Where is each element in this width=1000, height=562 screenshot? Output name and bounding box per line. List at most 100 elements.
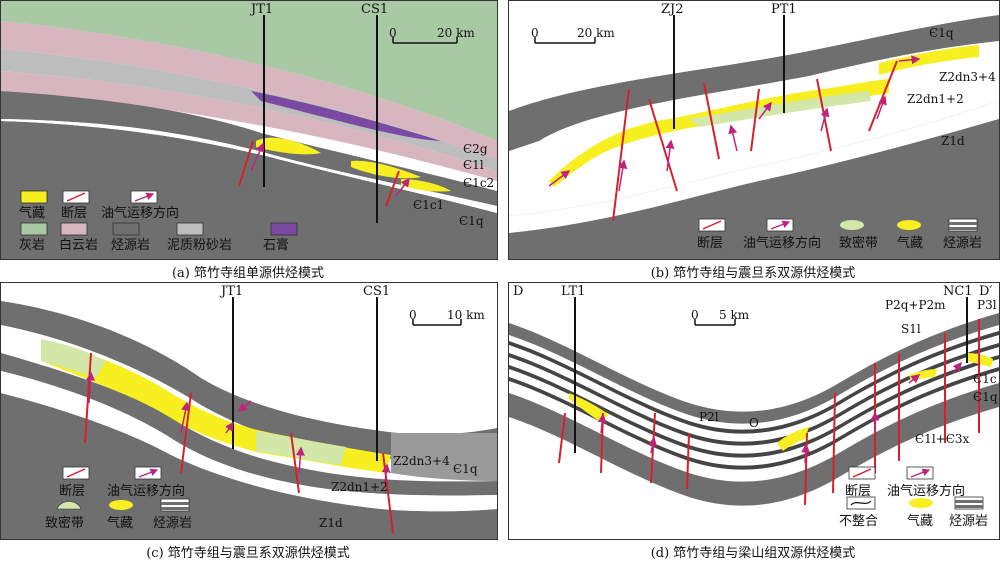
section-end-left: D xyxy=(513,284,524,299)
panel-c: JT1 CS1 0 10 km Z2dn3+4 Є1q Z2dn1+2 Z1d … xyxy=(0,282,498,540)
white-band xyxy=(1,371,497,512)
legend-text: 致密带 xyxy=(839,236,879,251)
legend-text: 油气运移方向 xyxy=(101,206,180,221)
well-label-jt1: JT1 xyxy=(221,284,244,299)
stratum-label: Є1q xyxy=(459,214,484,228)
legend-text: 断层 xyxy=(59,484,86,499)
legend-text: 气藏 xyxy=(107,516,134,531)
legend-text: 烃源岩 xyxy=(153,516,193,531)
legend-text: 气藏 xyxy=(19,206,46,221)
legend-text: 气藏 xyxy=(897,236,924,251)
source-upper xyxy=(509,15,999,151)
well-label-nc1: NC1 xyxy=(943,284,973,299)
gypsum-lens xyxy=(251,91,441,141)
caption-a: (a) 筇竹寺组单源供烃模式 xyxy=(171,266,325,281)
stratum-label: Є1c xyxy=(973,372,997,386)
stratum-label: Є1q xyxy=(929,26,954,40)
well-label-cs1: CS1 xyxy=(361,2,389,17)
scale-start: 0 xyxy=(531,26,539,40)
section-end-right: D′ xyxy=(979,284,993,299)
layer-source xyxy=(1,91,497,206)
legend-c-boxes xyxy=(56,466,190,512)
tight-band xyxy=(689,91,871,127)
white-band xyxy=(509,101,999,233)
legend-text: 油气运移方向 xyxy=(743,236,822,251)
layer-siltstone xyxy=(1,49,497,171)
layer-dolomite-mid xyxy=(1,71,497,181)
stratum-label: Є1q xyxy=(453,462,478,476)
panel-c-cross-section xyxy=(1,297,497,539)
stratum-label: Z1d xyxy=(941,134,965,148)
gas-pool-3 xyxy=(401,179,451,192)
layer-band-1 xyxy=(509,313,999,424)
legend-text: 气藏 xyxy=(907,514,934,529)
well-label-zj2: ZJ2 xyxy=(661,2,684,17)
well-label-cs1: CS1 xyxy=(363,284,391,299)
panel-a: JT1 CS1 0 20 km Є2g Є1l Є1c2 Є1c1 Є1q 气藏… xyxy=(0,0,498,260)
legend-text: 烃源岩 xyxy=(949,514,989,529)
stratum-label: Є1c2 xyxy=(463,176,495,190)
stratum-label: O xyxy=(749,416,759,430)
stratum-label: Є1l xyxy=(463,158,484,172)
panel-b-cross-section xyxy=(509,1,999,259)
legend-b-boxes xyxy=(698,218,978,232)
scale-start: 0 xyxy=(691,308,699,322)
legend-text: 烃源岩 xyxy=(943,236,983,251)
stratum-label: P2q+P2m xyxy=(885,298,946,312)
gas-pool-1 xyxy=(256,137,321,155)
stratum-label: Z2dn3+4 xyxy=(939,70,996,84)
stratum-label: S1l xyxy=(901,322,921,336)
fault-a1 xyxy=(238,140,254,187)
panel-d-cross-section xyxy=(509,297,999,510)
legend-text: 烃源岩 xyxy=(111,238,151,253)
panel-a-cross-section xyxy=(1,1,497,259)
legend-text: 油气运移方向 xyxy=(107,484,186,499)
legend-a-boxes xyxy=(20,190,298,236)
source-mid xyxy=(1,353,497,496)
legend-text: 灰岩 xyxy=(19,238,46,253)
stratum-label: Є1c1 xyxy=(413,198,445,212)
scale-end: 20 km xyxy=(437,26,475,40)
panel-d: D LT1 NC1 D′ 0 5 km P2q+P2m P3l S1l P2l … xyxy=(508,282,1000,540)
caption-c: (c) 筇竹寺组与震旦系双源供烃模式 xyxy=(146,546,350,561)
scale-start: 0 xyxy=(409,308,417,322)
stratum-label: Є1l+Є3x xyxy=(915,432,970,446)
legend-text: 不整合 xyxy=(839,514,879,529)
layer-limestone-top xyxy=(1,1,497,141)
legend-text: 油气运移方向 xyxy=(887,484,966,499)
gas-lens-2 xyxy=(777,427,809,451)
layer-dolomite-upper xyxy=(1,21,497,159)
right-gray xyxy=(391,433,497,481)
stratum-label: Z2dn3+4 xyxy=(393,454,450,468)
caption-b: (b) 筇竹寺组与震旦系双源供烃模式 xyxy=(650,266,856,281)
scale-start: 0 xyxy=(389,26,397,40)
gas-upper-right xyxy=(879,45,979,75)
scale-end: 20 km xyxy=(577,26,615,40)
gas-pool-2 xyxy=(351,160,421,179)
panel-b: ZJ2 PT1 0 20 km Є1q Z2dn3+4 Z2dn1+2 Z1d … xyxy=(508,0,1000,260)
well-label-pt1: PT1 xyxy=(771,2,797,17)
caption-d: (d) 筇竹寺组与梁山组双源供烃模式 xyxy=(650,546,856,561)
stratum-label: Z2dn1+2 xyxy=(331,480,388,494)
source-top xyxy=(1,301,497,459)
well-label-jt1: JT1 xyxy=(251,2,274,17)
well-label-lt1: LT1 xyxy=(561,284,586,299)
legend-text: 断层 xyxy=(697,236,724,251)
stratum-label: Z1d xyxy=(319,516,343,530)
legend-text: 泥质粉砂岩 xyxy=(167,238,233,253)
fault-a2 xyxy=(385,170,400,207)
stratum-label: Є2g xyxy=(463,142,488,156)
legend-d-boxes xyxy=(846,466,984,510)
legend-text: 断层 xyxy=(845,484,872,499)
migration-a2 xyxy=(395,177,410,197)
legend-text: 白云岩 xyxy=(59,238,99,253)
stratum-label: Є1q xyxy=(973,390,998,404)
stratum-label: P2l xyxy=(699,410,719,424)
layer-source-lower xyxy=(509,383,999,506)
migration-a1 xyxy=(250,142,265,172)
stratum-label: Z2dn1+2 xyxy=(907,92,964,106)
gas-layer xyxy=(41,339,391,473)
scale-end: 5 km xyxy=(719,308,750,322)
scale-end: 10 km xyxy=(447,308,485,322)
legend-text: 石膏 xyxy=(263,238,290,253)
